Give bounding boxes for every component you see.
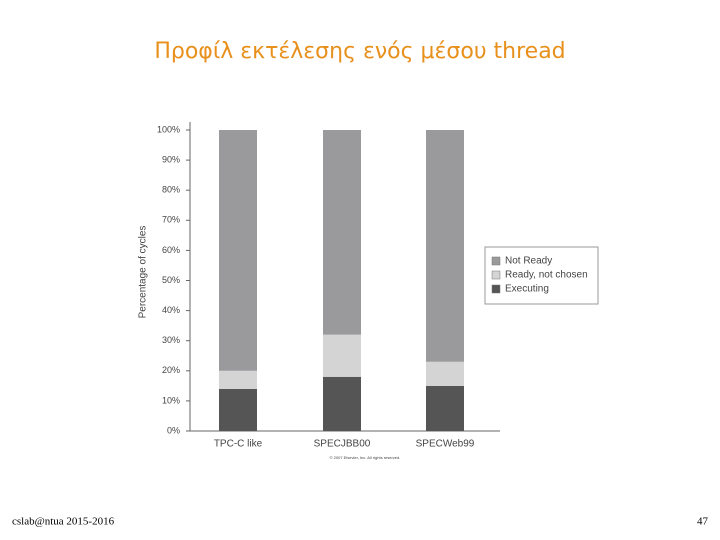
footer: cslab@ntua 2015-2016 — [12, 516, 115, 528]
y-tick-label: 10% — [162, 395, 180, 405]
bar-segment — [219, 130, 257, 371]
y-tick-label: 90% — [162, 154, 180, 164]
bar-segment — [426, 130, 464, 362]
y-tick-label: 50% — [162, 275, 180, 285]
legend-swatch — [491, 256, 501, 266]
legend-swatch — [491, 270, 501, 280]
legend-box — [484, 246, 599, 305]
y-axis-label: Percentage of cycles — [138, 226, 149, 319]
bar-segment — [323, 376, 361, 431]
bar-segment — [219, 388, 257, 431]
legend-label: Ready, not chosen — [505, 270, 588, 281]
y-tick-label: 40% — [162, 305, 180, 315]
slide-title: Προφίλ εκτέλεσης ενός μέσου thread — [154, 39, 565, 64]
bar-segment — [426, 385, 464, 431]
y-tick-label: 20% — [162, 365, 180, 375]
y-tick-label: 30% — [162, 335, 180, 345]
bar-segment — [323, 130, 361, 335]
y-tick-label: 70% — [162, 215, 180, 225]
legend-label: Not Ready — [505, 256, 552, 267]
page-number: 47 — [697, 516, 709, 528]
x-tick-label: SPECWeb99 — [416, 439, 475, 450]
bar-segment — [426, 361, 464, 386]
y-tick-label: 60% — [162, 245, 180, 255]
y-tick-label: 0% — [167, 425, 180, 435]
copyright-note: © 2007 Elsevier, Inc. All rights reserve… — [330, 455, 401, 460]
y-tick-label: 100% — [157, 124, 180, 134]
x-tick-label: TPC-C like — [214, 439, 263, 450]
x-tick-label: SPECJBB00 — [314, 439, 371, 450]
legend-label: Executing — [505, 284, 549, 295]
legend-swatch — [491, 284, 501, 294]
bar-segment — [323, 334, 361, 377]
bar-segment — [219, 370, 257, 389]
y-tick-label: 80% — [162, 185, 180, 195]
